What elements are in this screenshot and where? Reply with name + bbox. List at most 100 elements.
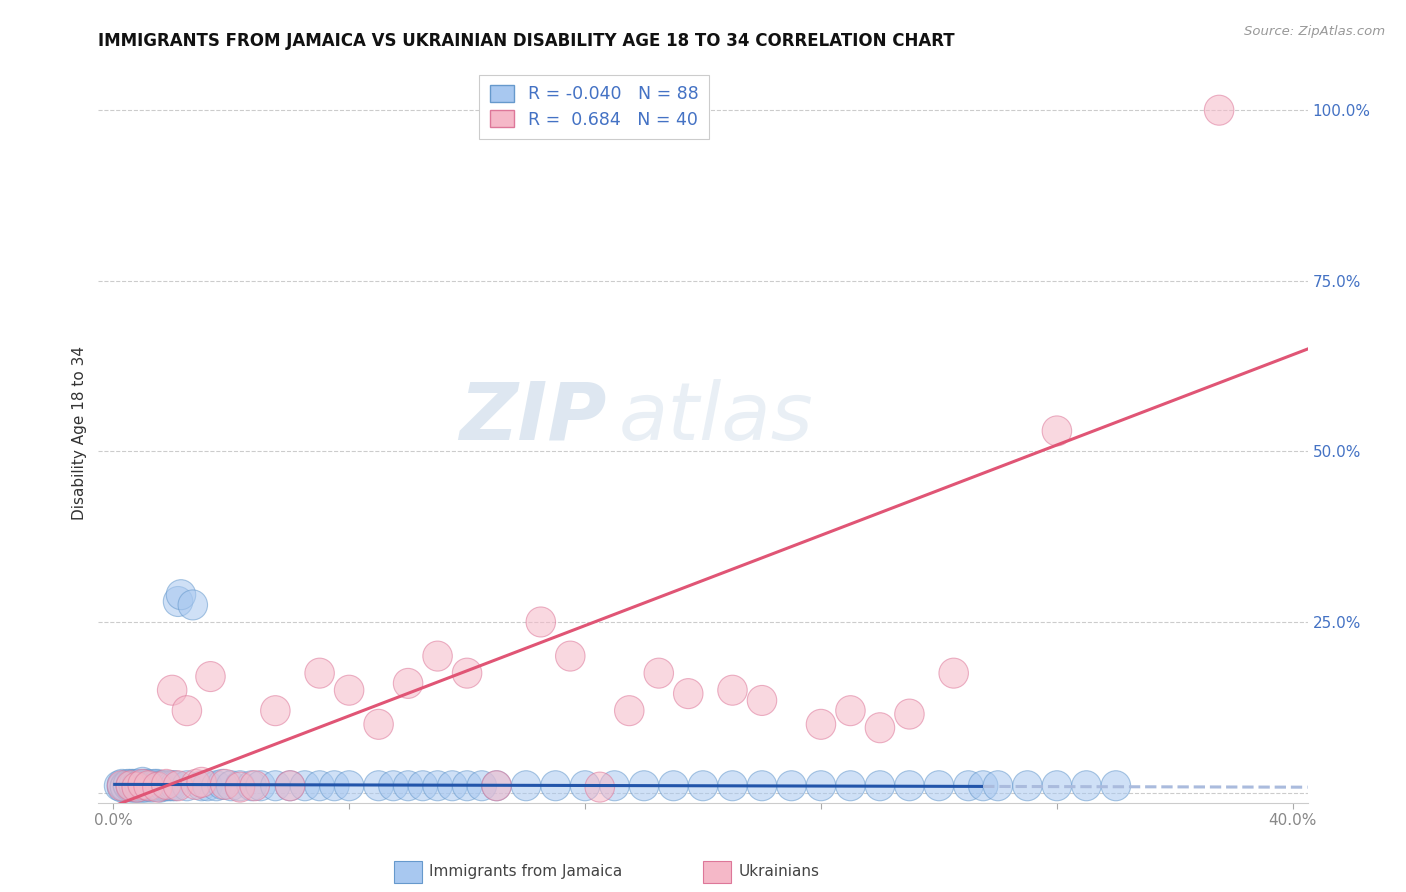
Ellipse shape [195, 662, 225, 691]
Ellipse shape [555, 641, 585, 671]
Ellipse shape [122, 770, 152, 799]
Ellipse shape [953, 771, 983, 801]
Text: Immigrants from Jamaica: Immigrants from Jamaica [429, 864, 621, 879]
Legend: R = -0.040   N = 88, R =  0.684   N = 40: R = -0.040 N = 88, R = 0.684 N = 40 [479, 75, 709, 139]
Ellipse shape [142, 771, 172, 801]
Ellipse shape [335, 675, 364, 706]
Ellipse shape [134, 770, 163, 799]
Ellipse shape [240, 771, 270, 801]
Ellipse shape [146, 772, 176, 802]
Ellipse shape [835, 771, 865, 801]
Ellipse shape [172, 696, 201, 726]
Ellipse shape [128, 770, 157, 799]
Ellipse shape [423, 641, 453, 671]
Ellipse shape [260, 696, 290, 726]
Text: Ukrainians: Ukrainians [738, 864, 820, 879]
Ellipse shape [717, 771, 747, 801]
Ellipse shape [187, 767, 217, 797]
Ellipse shape [717, 675, 747, 706]
Ellipse shape [673, 679, 703, 708]
Ellipse shape [1042, 416, 1071, 446]
Ellipse shape [131, 770, 160, 799]
Ellipse shape [939, 658, 969, 688]
Ellipse shape [467, 771, 496, 801]
Ellipse shape [512, 771, 541, 801]
Ellipse shape [290, 771, 319, 801]
Ellipse shape [1012, 771, 1042, 801]
Ellipse shape [125, 771, 155, 801]
Ellipse shape [364, 709, 394, 739]
Ellipse shape [208, 770, 238, 799]
Ellipse shape [924, 771, 953, 801]
Ellipse shape [142, 770, 172, 799]
Ellipse shape [152, 771, 181, 801]
Ellipse shape [394, 668, 423, 698]
Ellipse shape [659, 771, 689, 801]
Ellipse shape [437, 771, 467, 801]
Ellipse shape [776, 771, 806, 801]
Ellipse shape [122, 772, 152, 802]
Ellipse shape [134, 771, 163, 801]
Ellipse shape [526, 607, 555, 637]
Ellipse shape [107, 772, 136, 802]
Ellipse shape [571, 771, 600, 801]
Text: IMMIGRANTS FROM JAMAICA VS UKRAINIAN DISABILITY AGE 18 TO 34 CORRELATION CHART: IMMIGRANTS FROM JAMAICA VS UKRAINIAN DIS… [98, 32, 955, 50]
Ellipse shape [408, 771, 437, 801]
Text: atlas: atlas [619, 379, 813, 457]
Text: Source: ZipAtlas.com: Source: ZipAtlas.com [1244, 25, 1385, 38]
Ellipse shape [110, 772, 139, 802]
Ellipse shape [806, 771, 835, 801]
Ellipse shape [644, 658, 673, 688]
Ellipse shape [217, 771, 246, 801]
Ellipse shape [894, 699, 924, 729]
Ellipse shape [131, 772, 160, 802]
Text: ZIP: ZIP [458, 379, 606, 457]
Ellipse shape [117, 770, 146, 799]
Ellipse shape [689, 771, 717, 801]
Ellipse shape [142, 772, 172, 802]
Ellipse shape [201, 771, 231, 801]
Ellipse shape [157, 675, 187, 706]
Ellipse shape [134, 771, 163, 801]
Ellipse shape [179, 590, 208, 620]
Ellipse shape [482, 771, 512, 801]
Ellipse shape [319, 771, 349, 801]
Ellipse shape [112, 770, 142, 799]
Ellipse shape [238, 771, 267, 801]
Ellipse shape [139, 770, 169, 799]
Ellipse shape [122, 771, 152, 801]
Ellipse shape [160, 771, 190, 801]
Ellipse shape [117, 771, 146, 801]
Ellipse shape [211, 770, 240, 799]
Ellipse shape [163, 771, 193, 801]
Ellipse shape [172, 771, 201, 801]
Ellipse shape [1042, 771, 1071, 801]
Ellipse shape [1101, 771, 1130, 801]
Ellipse shape [104, 771, 134, 801]
Ellipse shape [152, 770, 181, 799]
Ellipse shape [335, 771, 364, 801]
Ellipse shape [305, 658, 335, 688]
Ellipse shape [155, 771, 184, 801]
Ellipse shape [166, 580, 195, 610]
Ellipse shape [305, 771, 335, 801]
Ellipse shape [163, 587, 193, 616]
Ellipse shape [1071, 771, 1101, 801]
Ellipse shape [122, 772, 152, 802]
Ellipse shape [865, 713, 894, 743]
Ellipse shape [423, 771, 453, 801]
Ellipse shape [146, 771, 176, 801]
Ellipse shape [747, 771, 776, 801]
Ellipse shape [112, 771, 142, 801]
Ellipse shape [1205, 95, 1234, 125]
Ellipse shape [969, 771, 998, 801]
Ellipse shape [806, 709, 835, 739]
Ellipse shape [541, 771, 571, 801]
Ellipse shape [276, 771, 305, 801]
Ellipse shape [120, 770, 149, 799]
Ellipse shape [276, 771, 305, 801]
Ellipse shape [107, 771, 136, 801]
Ellipse shape [453, 658, 482, 688]
Ellipse shape [225, 772, 254, 802]
Ellipse shape [157, 771, 187, 801]
